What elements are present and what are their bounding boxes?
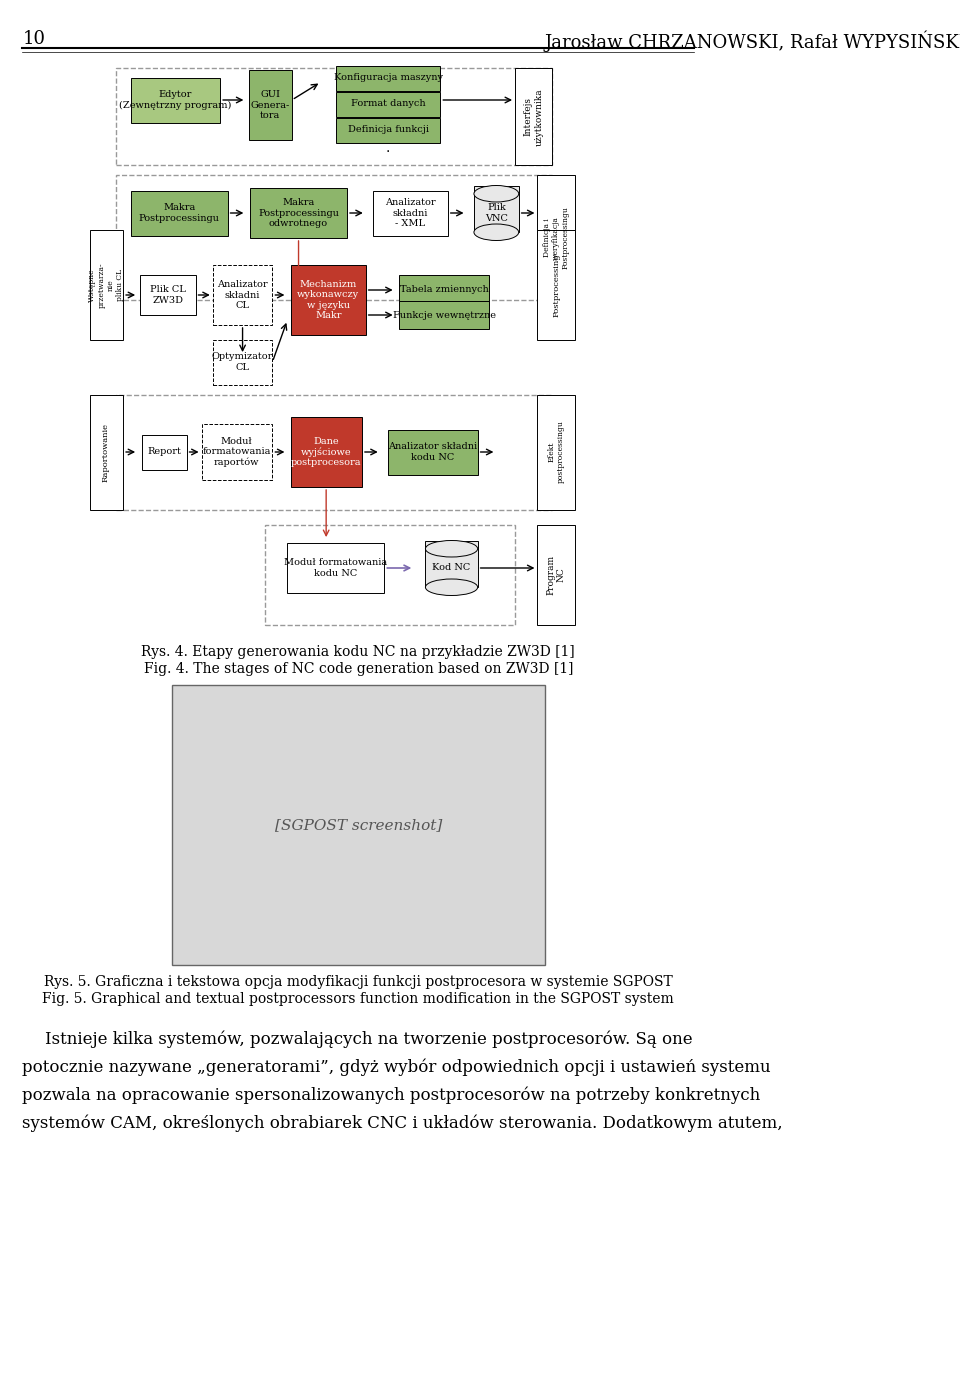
Text: pozwala na opracowanie spersonalizowanych postprocesorów na potrzeby konkretnych: pozwala na opracowanie spersonalizowanyc…: [22, 1087, 760, 1103]
Text: potocznie nazywane „generatorami”, gdyż wybór odpowiednich opcji i ustawień syst: potocznie nazywane „generatorami”, gdyż …: [22, 1058, 771, 1076]
FancyBboxPatch shape: [142, 434, 186, 469]
Text: Makra
Postprocessingu: Makra Postprocessingu: [138, 203, 220, 222]
FancyBboxPatch shape: [291, 265, 366, 335]
Text: Tabela zmiennych: Tabela zmiennych: [399, 285, 489, 295]
Text: Fig. 4. The stages of NC code generation based on ZW3D [1]: Fig. 4. The stages of NC code generation…: [143, 662, 573, 676]
Text: Fig. 5. Graphical and textual postprocessors function modification in the SGPOST: Fig. 5. Graphical and textual postproces…: [42, 992, 674, 1007]
Bar: [538, 230, 575, 341]
Text: Efekt
postprocessingu: Efekt postprocessingu: [547, 421, 564, 484]
Bar: [116, 394, 552, 510]
Text: Program
NC: Program NC: [546, 554, 565, 596]
FancyBboxPatch shape: [336, 65, 441, 91]
Bar: [116, 175, 552, 301]
Bar: [213, 265, 273, 325]
FancyBboxPatch shape: [249, 70, 292, 141]
Text: 10: 10: [22, 30, 45, 48]
Bar: [425, 541, 478, 587]
FancyBboxPatch shape: [291, 416, 362, 487]
Bar: [538, 175, 575, 301]
FancyBboxPatch shape: [399, 301, 489, 330]
Bar: [265, 525, 515, 625]
Text: Report: Report: [147, 448, 181, 456]
FancyBboxPatch shape: [336, 91, 441, 116]
FancyBboxPatch shape: [131, 77, 220, 123]
Ellipse shape: [474, 223, 518, 240]
Text: Definicja i
weryfikacja
Postprocessingu: Definicja i weryfikacja Postprocessingu: [542, 207, 569, 269]
Bar: [116, 68, 552, 165]
FancyBboxPatch shape: [140, 274, 196, 314]
Text: Analizator
składni
- XML: Analizator składni - XML: [385, 199, 436, 228]
Text: Funkcje wewnętrzne: Funkcje wewnętrzne: [393, 310, 495, 320]
Text: Makra
Postprocessingu
odwrotnego: Makra Postprocessingu odwrotnego: [258, 199, 339, 228]
Text: Moduł
formatowania
raportów: Moduł formatowania raportów: [203, 437, 271, 467]
Text: Rys. 5. Graficzna i tekstowa opcja modyfikacji funkcji postprocesora w systemie : Rys. 5. Graficzna i tekstowa opcja modyf…: [44, 975, 673, 989]
FancyBboxPatch shape: [388, 429, 478, 474]
Text: GUI
Genera-
tora: GUI Genera- tora: [251, 90, 290, 120]
Text: Edytor
(Zewnętrzny program): Edytor (Zewnętrzny program): [119, 90, 231, 110]
Ellipse shape: [474, 186, 518, 201]
Text: Raportowanie: Raportowanie: [102, 422, 110, 481]
Bar: [538, 394, 575, 510]
FancyBboxPatch shape: [336, 117, 441, 142]
Text: Kod NC: Kod NC: [432, 564, 470, 572]
Bar: [89, 230, 123, 341]
Bar: [202, 423, 273, 480]
Text: Rys. 4. Etapy generowania kodu NC na przykładzie ZW3D [1]: Rys. 4. Etapy generowania kodu NC na prz…: [141, 645, 575, 659]
Bar: [474, 186, 518, 232]
Ellipse shape: [425, 541, 478, 557]
Text: Definicja funkcji: Definicja funkcji: [348, 125, 428, 135]
Ellipse shape: [425, 579, 478, 596]
FancyBboxPatch shape: [250, 188, 348, 239]
Text: Dane
wyjściowe
postprocesora: Dane wyjściowe postprocesora: [291, 437, 361, 467]
Text: Optymizator
CL: Optymizator CL: [212, 352, 274, 372]
Bar: [172, 685, 545, 965]
Text: Analizator
składni
CL: Analizator składni CL: [217, 280, 268, 310]
FancyBboxPatch shape: [399, 274, 489, 305]
Text: Format danych: Format danych: [350, 99, 425, 109]
FancyBboxPatch shape: [373, 190, 447, 236]
Text: Istnieje kilka systemów, pozwalających na tworzenie postprocesorów. Są one: Istnieje kilka systemów, pozwalających n…: [45, 1030, 692, 1048]
Text: Wstępne
przetwarza-
nie
pliku CL: Wstępne przetwarza- nie pliku CL: [88, 262, 124, 308]
Text: systemów CAM, określonych obrabiarek CNC i układów sterowania. Dodatkowym atutem: systemów CAM, określonych obrabiarek CNC…: [22, 1114, 783, 1132]
Text: Plik
VNC: Plik VNC: [485, 203, 508, 222]
Text: Jarosław CHRZANOWSKI, Rafał WYPYSIŃSKI: Jarosław CHRZANOWSKI, Rafał WYPYSIŃSKI: [545, 30, 960, 51]
Bar: [515, 68, 552, 165]
Bar: [538, 525, 575, 625]
Text: Analizator składni
kodu NC: Analizator składni kodu NC: [389, 443, 477, 462]
Text: [SGPOST screenshot]: [SGPOST screenshot]: [275, 818, 442, 832]
FancyBboxPatch shape: [287, 543, 384, 593]
Text: Interfejs
użytkownika: Interfejs użytkownika: [524, 88, 543, 146]
Text: Moduł formatowania
kodu NC: Moduł formatowania kodu NC: [284, 558, 388, 578]
Text: Mechanizm
wykonawczy
w języku
Makr: Mechanizm wykonawczy w języku Makr: [298, 280, 359, 320]
Bar: [89, 394, 123, 510]
Text: Plik CL
ZW3D: Plik CL ZW3D: [150, 285, 186, 305]
Text: Konfiguracja maszyny: Konfiguracja maszyny: [334, 73, 443, 83]
FancyBboxPatch shape: [131, 190, 228, 236]
Text: .: .: [386, 141, 391, 154]
Bar: [213, 341, 273, 385]
Text: Postprocessing: Postprocessing: [552, 254, 560, 317]
